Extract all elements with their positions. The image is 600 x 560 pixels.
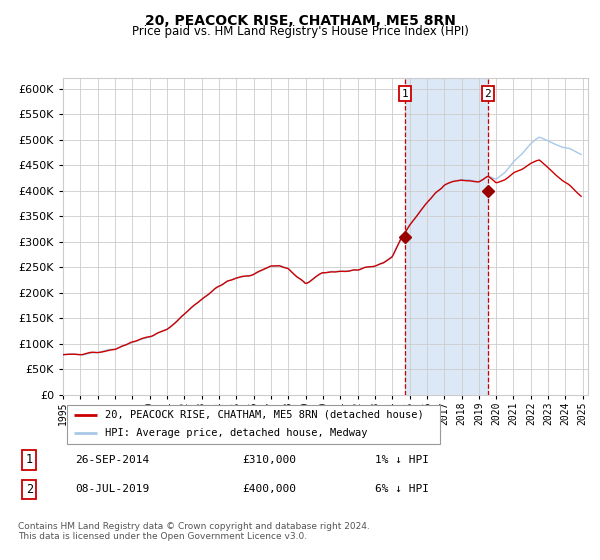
Bar (405, 78, 488, 395)
Text: Contains HM Land Registry data © Crown copyright and database right 2024.
This d: Contains HM Land Registry data © Crown c… (18, 522, 370, 542)
Text: 08-JUL-2019: 08-JUL-2019 (76, 484, 149, 494)
Text: 2: 2 (26, 483, 33, 496)
FancyBboxPatch shape (67, 405, 440, 444)
Text: 20, PEACOCK RISE, CHATHAM, ME5 8RN: 20, PEACOCK RISE, CHATHAM, ME5 8RN (145, 14, 455, 28)
Text: 1: 1 (26, 453, 33, 466)
Text: £400,000: £400,000 (242, 484, 296, 494)
Text: HPI: Average price, detached house, Medway: HPI: Average price, detached house, Medw… (105, 428, 367, 438)
Text: 1: 1 (401, 88, 409, 99)
Text: 6% ↓ HPI: 6% ↓ HPI (375, 484, 429, 494)
Text: 20, PEACOCK RISE, CHATHAM, ME5 8RN (detached house): 20, PEACOCK RISE, CHATHAM, ME5 8RN (deta… (105, 410, 424, 420)
Text: 2: 2 (484, 88, 491, 99)
Text: 1% ↓ HPI: 1% ↓ HPI (375, 455, 429, 465)
Text: £310,000: £310,000 (242, 455, 296, 465)
Text: 26-SEP-2014: 26-SEP-2014 (76, 455, 149, 465)
Text: Price paid vs. HM Land Registry's House Price Index (HPI): Price paid vs. HM Land Registry's House … (131, 25, 469, 38)
